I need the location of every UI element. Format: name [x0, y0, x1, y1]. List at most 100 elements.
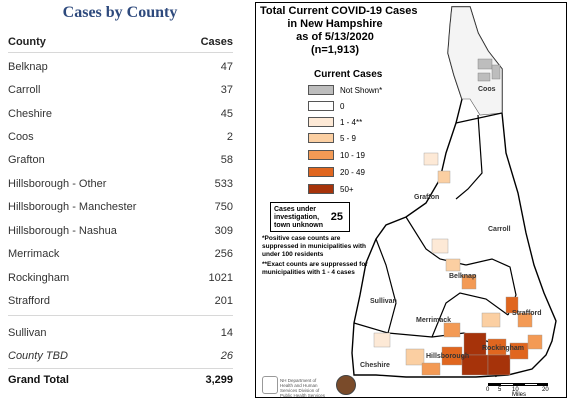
- legend-swatch: [308, 167, 334, 177]
- county-name: Rockingham: [8, 272, 70, 284]
- county-name: Hillsborough - Manchester: [8, 201, 137, 213]
- county-label-cheshire: Cheshire: [360, 362, 390, 369]
- county-name: Hillsborough - Other: [8, 178, 107, 190]
- legend-label: 20 - 49: [340, 168, 365, 177]
- county-label-belknap: Belknap: [449, 273, 476, 280]
- county-label-hillsborough: Hillsborough: [426, 353, 469, 360]
- county-name: Cheshire: [8, 108, 53, 120]
- town-shade: [431, 238, 449, 254]
- town-shade: [461, 274, 477, 290]
- county-name: Strafford: [8, 295, 50, 307]
- legend-title: Current Cases: [314, 69, 383, 80]
- table-row: Hillsborough - Other 533: [8, 178, 233, 194]
- cases-by-county-panel: Cases by County County Cases Belknap 47 C…: [0, 0, 245, 400]
- legend-label: 0: [340, 102, 345, 111]
- table-row: Strafford 201: [8, 295, 233, 311]
- map-title-line: in New Hampshire: [287, 18, 383, 30]
- legend-label: 50+: [340, 185, 354, 194]
- legend-swatch: [308, 117, 334, 127]
- case-count: 2: [226, 131, 233, 143]
- table-row: Grafton 58: [8, 154, 233, 170]
- county-name: Carroll: [8, 84, 41, 96]
- legend-label: 5 - 9: [340, 134, 357, 143]
- county-border: [375, 238, 397, 334]
- county-column-header: County: [8, 36, 46, 48]
- town-shade: [487, 354, 511, 376]
- table-row: Rockingham 1021: [8, 272, 233, 288]
- case-count: 14: [220, 327, 233, 339]
- county-name: Grafton: [8, 154, 45, 166]
- logo-text: NH Department of Health and Human Servic…: [280, 378, 326, 398]
- legend-swatch: [308, 101, 334, 111]
- table-row: Hillsborough - Manchester 750: [8, 201, 233, 217]
- header-divider: [8, 52, 233, 53]
- table-row: Coos 2: [8, 131, 233, 147]
- town-shade: [443, 322, 461, 338]
- investigation-box: Cases under investigation, town unknown …: [270, 202, 350, 232]
- county-name: Sullivan: [8, 327, 47, 339]
- case-count: 45: [220, 108, 233, 120]
- scale-tick: 0: [486, 387, 490, 393]
- panel-title: Cases by County: [62, 4, 178, 21]
- map-title-line: (n=1,913): [311, 44, 359, 56]
- county-label-merrimack: Merrimack: [416, 317, 451, 324]
- table-row: Belknap 47: [8, 61, 233, 77]
- case-count: 256: [214, 248, 233, 260]
- state-map-graphic: Coos Grafton Carroll Belknap Sullivan Me…: [351, 6, 557, 378]
- dhhs-logo: NH Department of Health and Human Servic…: [262, 375, 332, 398]
- legend-label: 10 - 19: [340, 151, 365, 160]
- town-shade: [423, 152, 439, 166]
- table-row: Merrimack 256: [8, 248, 233, 264]
- map-title: Total Current COVID-19 Cases in New Hamp…: [260, 5, 418, 57]
- legend-label: Not Shown*: [340, 86, 383, 95]
- footnote: *Positive case counts are suppressed in …: [262, 235, 367, 258]
- grand-total-label: Grand Total: [8, 374, 69, 386]
- town-shade: [445, 258, 461, 272]
- table-row: Carroll 37: [8, 84, 233, 100]
- county-label-coos: Coos: [478, 86, 496, 93]
- county-name: Hillsborough - Nashua: [8, 225, 117, 237]
- county-label-grafton: Grafton: [414, 194, 439, 201]
- not-shown-area: [477, 72, 491, 82]
- footnote: **Exact counts are suppressed for munici…: [262, 261, 368, 276]
- logo-icon: [262, 376, 278, 394]
- scale-tick: 5: [498, 387, 502, 393]
- scale-bar: 0 5 10 20 Miles: [484, 383, 554, 398]
- case-count: 533: [214, 178, 233, 190]
- map-title-line: Total Current COVID-19 Cases: [260, 5, 418, 17]
- legend-swatch: [308, 184, 334, 194]
- table-row: Hillsborough - Nashua 309: [8, 225, 233, 241]
- county-name: Belknap: [8, 61, 48, 73]
- case-count: 58: [220, 154, 233, 166]
- town-shade: [373, 332, 391, 348]
- scale-graphic: [488, 383, 548, 386]
- county-label-strafford: Strafford: [512, 310, 542, 317]
- not-shown-area: [491, 64, 501, 80]
- table-row: Cheshire 45: [8, 108, 233, 124]
- legend-swatch: [308, 85, 334, 95]
- case-count: 201: [214, 295, 233, 307]
- not-shown-area: [477, 58, 493, 70]
- town-shade: [517, 312, 533, 328]
- case-count: 37: [220, 84, 233, 96]
- town-shade: [481, 312, 501, 328]
- row-divider: [8, 315, 233, 316]
- county-label-carroll: Carroll: [488, 226, 511, 233]
- town-shade: [509, 342, 529, 360]
- total-divider: [8, 368, 233, 369]
- case-count: 750: [214, 201, 233, 213]
- state-seal-icon: [336, 375, 356, 395]
- grand-total-value: 3,299: [205, 374, 233, 386]
- town-shade: [437, 170, 451, 184]
- case-count: 309: [214, 225, 233, 237]
- town-shade: [405, 348, 425, 366]
- legend-swatch: [308, 150, 334, 160]
- investigation-label: Cases under investigation, town unknown: [274, 206, 323, 229]
- legend-swatch: [308, 133, 334, 143]
- county-name: Merrimack: [8, 248, 60, 260]
- cases-column-header: Cases: [200, 36, 233, 48]
- state-outline: [351, 6, 557, 378]
- map-footnotes: *Positive case counts are suppressed in …: [262, 235, 372, 279]
- case-count: 1021: [208, 272, 233, 284]
- grand-total-row: Grand Total 3,299: [8, 374, 233, 390]
